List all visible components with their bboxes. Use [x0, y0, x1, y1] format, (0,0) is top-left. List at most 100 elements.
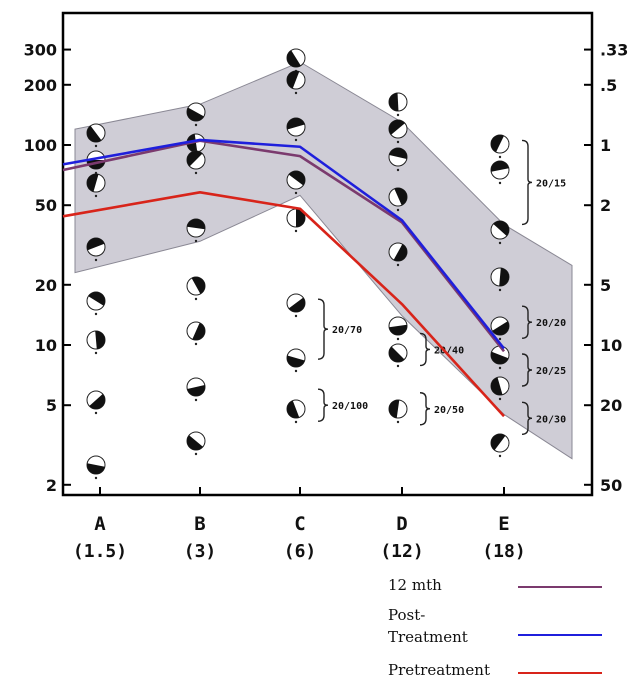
category-label: D	[396, 513, 407, 535]
optotype-fill	[389, 93, 399, 111]
optotype-fill	[191, 277, 205, 294]
optotype-symbol	[286, 208, 306, 233]
right-tick-label: .33	[600, 41, 628, 60]
legend-label-pretreatment: Pretreatment	[388, 661, 490, 679]
annotation-label: 20/50	[434, 405, 464, 416]
annotation-label: 20/30	[536, 414, 566, 425]
optotype-symbol	[388, 242, 408, 267]
optotype-dot	[194, 297, 198, 301]
annotation-label: 20/40	[434, 345, 464, 356]
legend-label-12-mth: 12 mth	[388, 576, 442, 594]
optotype-dot	[396, 263, 400, 267]
right-tick-label: .5	[600, 76, 617, 95]
annotation-label: 20/70	[332, 325, 362, 336]
legend-line-12-mth	[518, 586, 602, 588]
category-label: E	[498, 513, 509, 535]
annotation-brace	[317, 298, 329, 360]
legend-label-post-treatment: Post- Treatment	[388, 606, 468, 646]
optotype-dot	[396, 140, 400, 144]
optotype-symbol	[186, 150, 206, 175]
optotype-symbol	[490, 220, 510, 245]
optotype-fill	[187, 219, 205, 230]
optotype-symbol	[388, 399, 408, 424]
annotation-brace	[521, 353, 533, 387]
optotype-dot	[396, 364, 400, 368]
optotype-dot	[294, 420, 298, 424]
optotype-fill	[95, 330, 105, 349]
left-tick-label: 10	[35, 336, 57, 355]
optotype-fill	[394, 188, 407, 206]
series-line	[62, 191, 505, 418]
annotation-label: 20/15	[536, 178, 566, 189]
optotype-symbol	[286, 117, 306, 142]
optotype-fill	[491, 434, 506, 451]
optotype-dot	[94, 194, 98, 198]
optotype-symbol	[286, 348, 306, 373]
annotation-brace	[419, 392, 431, 426]
category-sublabel: (6)	[284, 541, 317, 562]
optotype-dot	[294, 138, 298, 142]
left-tick-label: 20	[35, 276, 57, 295]
optotype-fill	[491, 135, 504, 153]
optotype-dot	[194, 123, 198, 127]
optotype-dot	[194, 452, 198, 456]
optotype-fill	[287, 50, 301, 67]
annotation-brace	[419, 332, 431, 367]
optotype-dot	[396, 208, 400, 212]
right-tick-label: 10	[600, 336, 622, 355]
optotype-symbol	[490, 376, 510, 401]
optotype-fill	[287, 355, 305, 367]
optotype-dot	[94, 258, 98, 262]
optotype-symbol	[86, 330, 106, 355]
optotype-symbol	[286, 293, 306, 318]
optotype-fill	[389, 346, 405, 362]
optotype-symbol	[388, 343, 408, 368]
series-line	[62, 139, 506, 353]
optotype-dot	[498, 241, 502, 245]
optotype-fill	[493, 221, 509, 237]
optotype-symbol	[388, 316, 408, 341]
right-tick-label: 20	[600, 396, 622, 415]
optotype-fill	[499, 268, 510, 286]
legend-line-pretreatment	[518, 672, 602, 674]
optotype-dot	[294, 191, 298, 195]
optotype-symbol	[186, 377, 206, 402]
optotype-symbol	[86, 123, 106, 148]
optotype-fill	[491, 160, 509, 172]
optotype-dot	[194, 342, 198, 346]
optotype-fill	[288, 297, 305, 312]
optotype-fill	[491, 351, 509, 364]
optotype-dot	[498, 454, 502, 458]
optotype-fill	[192, 322, 206, 341]
series-line	[62, 138, 506, 350]
optotype-fill	[89, 393, 105, 409]
optotype-symbol	[86, 173, 106, 198]
annotation-brace	[521, 305, 533, 339]
optotype-symbol	[86, 390, 106, 415]
category-label: A	[94, 513, 106, 535]
optotype-fill	[288, 171, 305, 186]
optotype-fill	[87, 238, 105, 251]
optotype-dot	[94, 144, 98, 148]
optotype-symbol	[186, 218, 206, 243]
optotype-dot	[294, 314, 298, 318]
legend-line-post-treatment	[518, 634, 602, 636]
optotype-dot	[498, 155, 502, 159]
optotype-dot	[498, 288, 502, 292]
left-tick-label: 100	[24, 136, 57, 155]
optotype-symbol	[490, 433, 510, 458]
optotype-fill	[187, 151, 203, 167]
optotype-symbol	[86, 237, 106, 262]
optotype-dot	[94, 476, 98, 480]
category-sublabel: (3)	[184, 541, 217, 562]
right-tick-label: 5	[600, 276, 611, 295]
optotype-dot	[194, 398, 198, 402]
category-sublabel: (12)	[380, 541, 423, 562]
annotation-label: 20/20	[536, 318, 566, 329]
left-tick-label: 2	[46, 476, 57, 495]
optotype-dot	[194, 239, 198, 243]
optotype-symbol	[286, 48, 306, 73]
optotype-dot	[396, 113, 400, 117]
optotype-symbol	[490, 160, 510, 185]
right-tick-label: 2	[600, 196, 611, 215]
